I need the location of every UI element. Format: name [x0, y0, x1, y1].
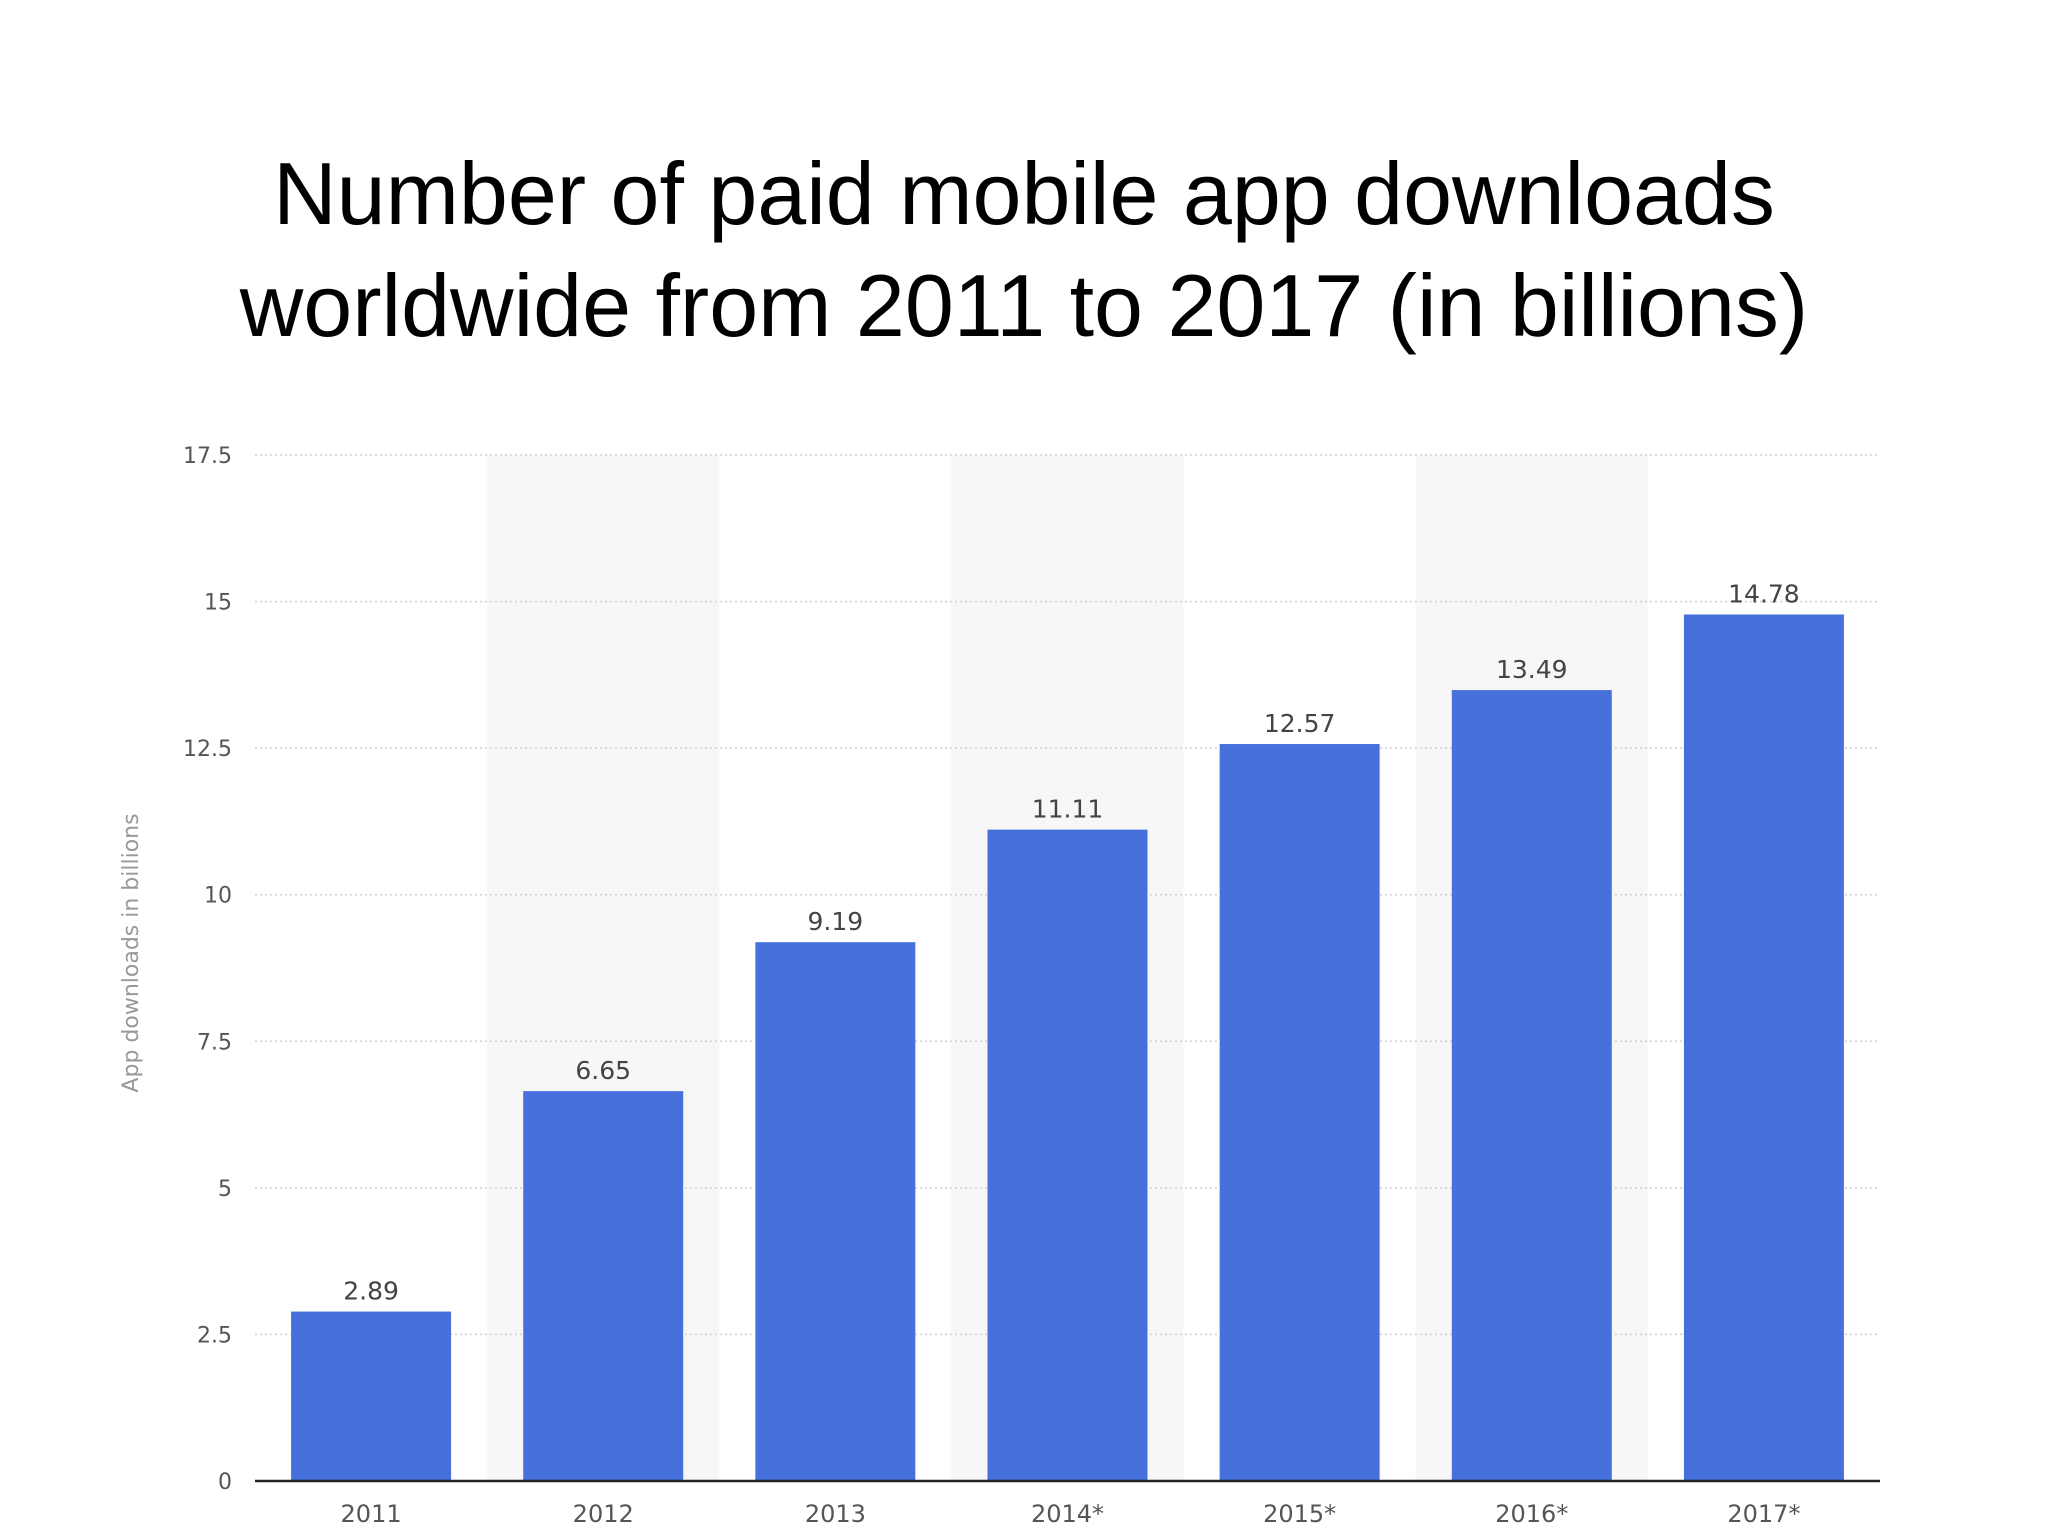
y-tick-label: 2.5: [197, 1323, 232, 1348]
y-tick-label: 17.5: [183, 444, 232, 469]
bars: [291, 614, 1844, 1481]
bar: [1219, 744, 1380, 1481]
bar: [523, 1091, 684, 1481]
y-axis-label: App downloads in billions: [119, 813, 144, 1092]
x-tick-label: 2013: [805, 1500, 866, 1528]
data-label: 13.49: [1496, 655, 1568, 684]
x-axis-ticks: 2011 2012 2013 2014* 2015* 2016* 2017*: [341, 1500, 1801, 1528]
bar: [755, 942, 916, 1481]
data-label: 2.89: [343, 1277, 399, 1306]
bar: [1683, 614, 1844, 1481]
data-label: 11.11: [1032, 795, 1104, 824]
x-tick-label: 2016*: [1495, 1500, 1568, 1528]
y-tick-label: 10: [204, 884, 232, 909]
x-tick-label: 2011: [341, 1500, 402, 1528]
bar: [1451, 690, 1612, 1481]
y-tick-label: 0: [218, 1470, 232, 1495]
y-tick-label: 15: [204, 591, 232, 616]
x-tick-label: 2017*: [1727, 1500, 1800, 1528]
slide-title: Number of paid mobile app downloads worl…: [0, 138, 2048, 362]
data-label: 9.19: [808, 907, 864, 936]
data-label: 6.65: [575, 1056, 631, 1085]
y-tick-label: 5: [218, 1177, 232, 1202]
x-tick-label: 2015*: [1263, 1500, 1336, 1528]
y-axis-ticks: 0 2.5 5 7.5 10 12.5 15 17.5: [183, 444, 232, 1495]
x-tick-label: 2012: [573, 1500, 634, 1528]
data-labels: 2.89 6.65 9.19 11.11 12.57 13.49 14.78: [343, 579, 1799, 1305]
y-tick-label: 7.5: [197, 1030, 232, 1055]
data-label: 12.57: [1264, 709, 1336, 738]
y-tick-label: 12.5: [183, 737, 232, 762]
slide-title-line-1: Number of paid mobile app downloads: [273, 144, 1775, 243]
data-label: 14.78: [1728, 579, 1800, 608]
bar: [291, 1311, 452, 1481]
slide-title-line-2: worldwide from 2011 to 2017 (in billions…: [239, 256, 1809, 355]
x-tick-label: 2014*: [1031, 1500, 1104, 1528]
bar: [987, 829, 1148, 1481]
